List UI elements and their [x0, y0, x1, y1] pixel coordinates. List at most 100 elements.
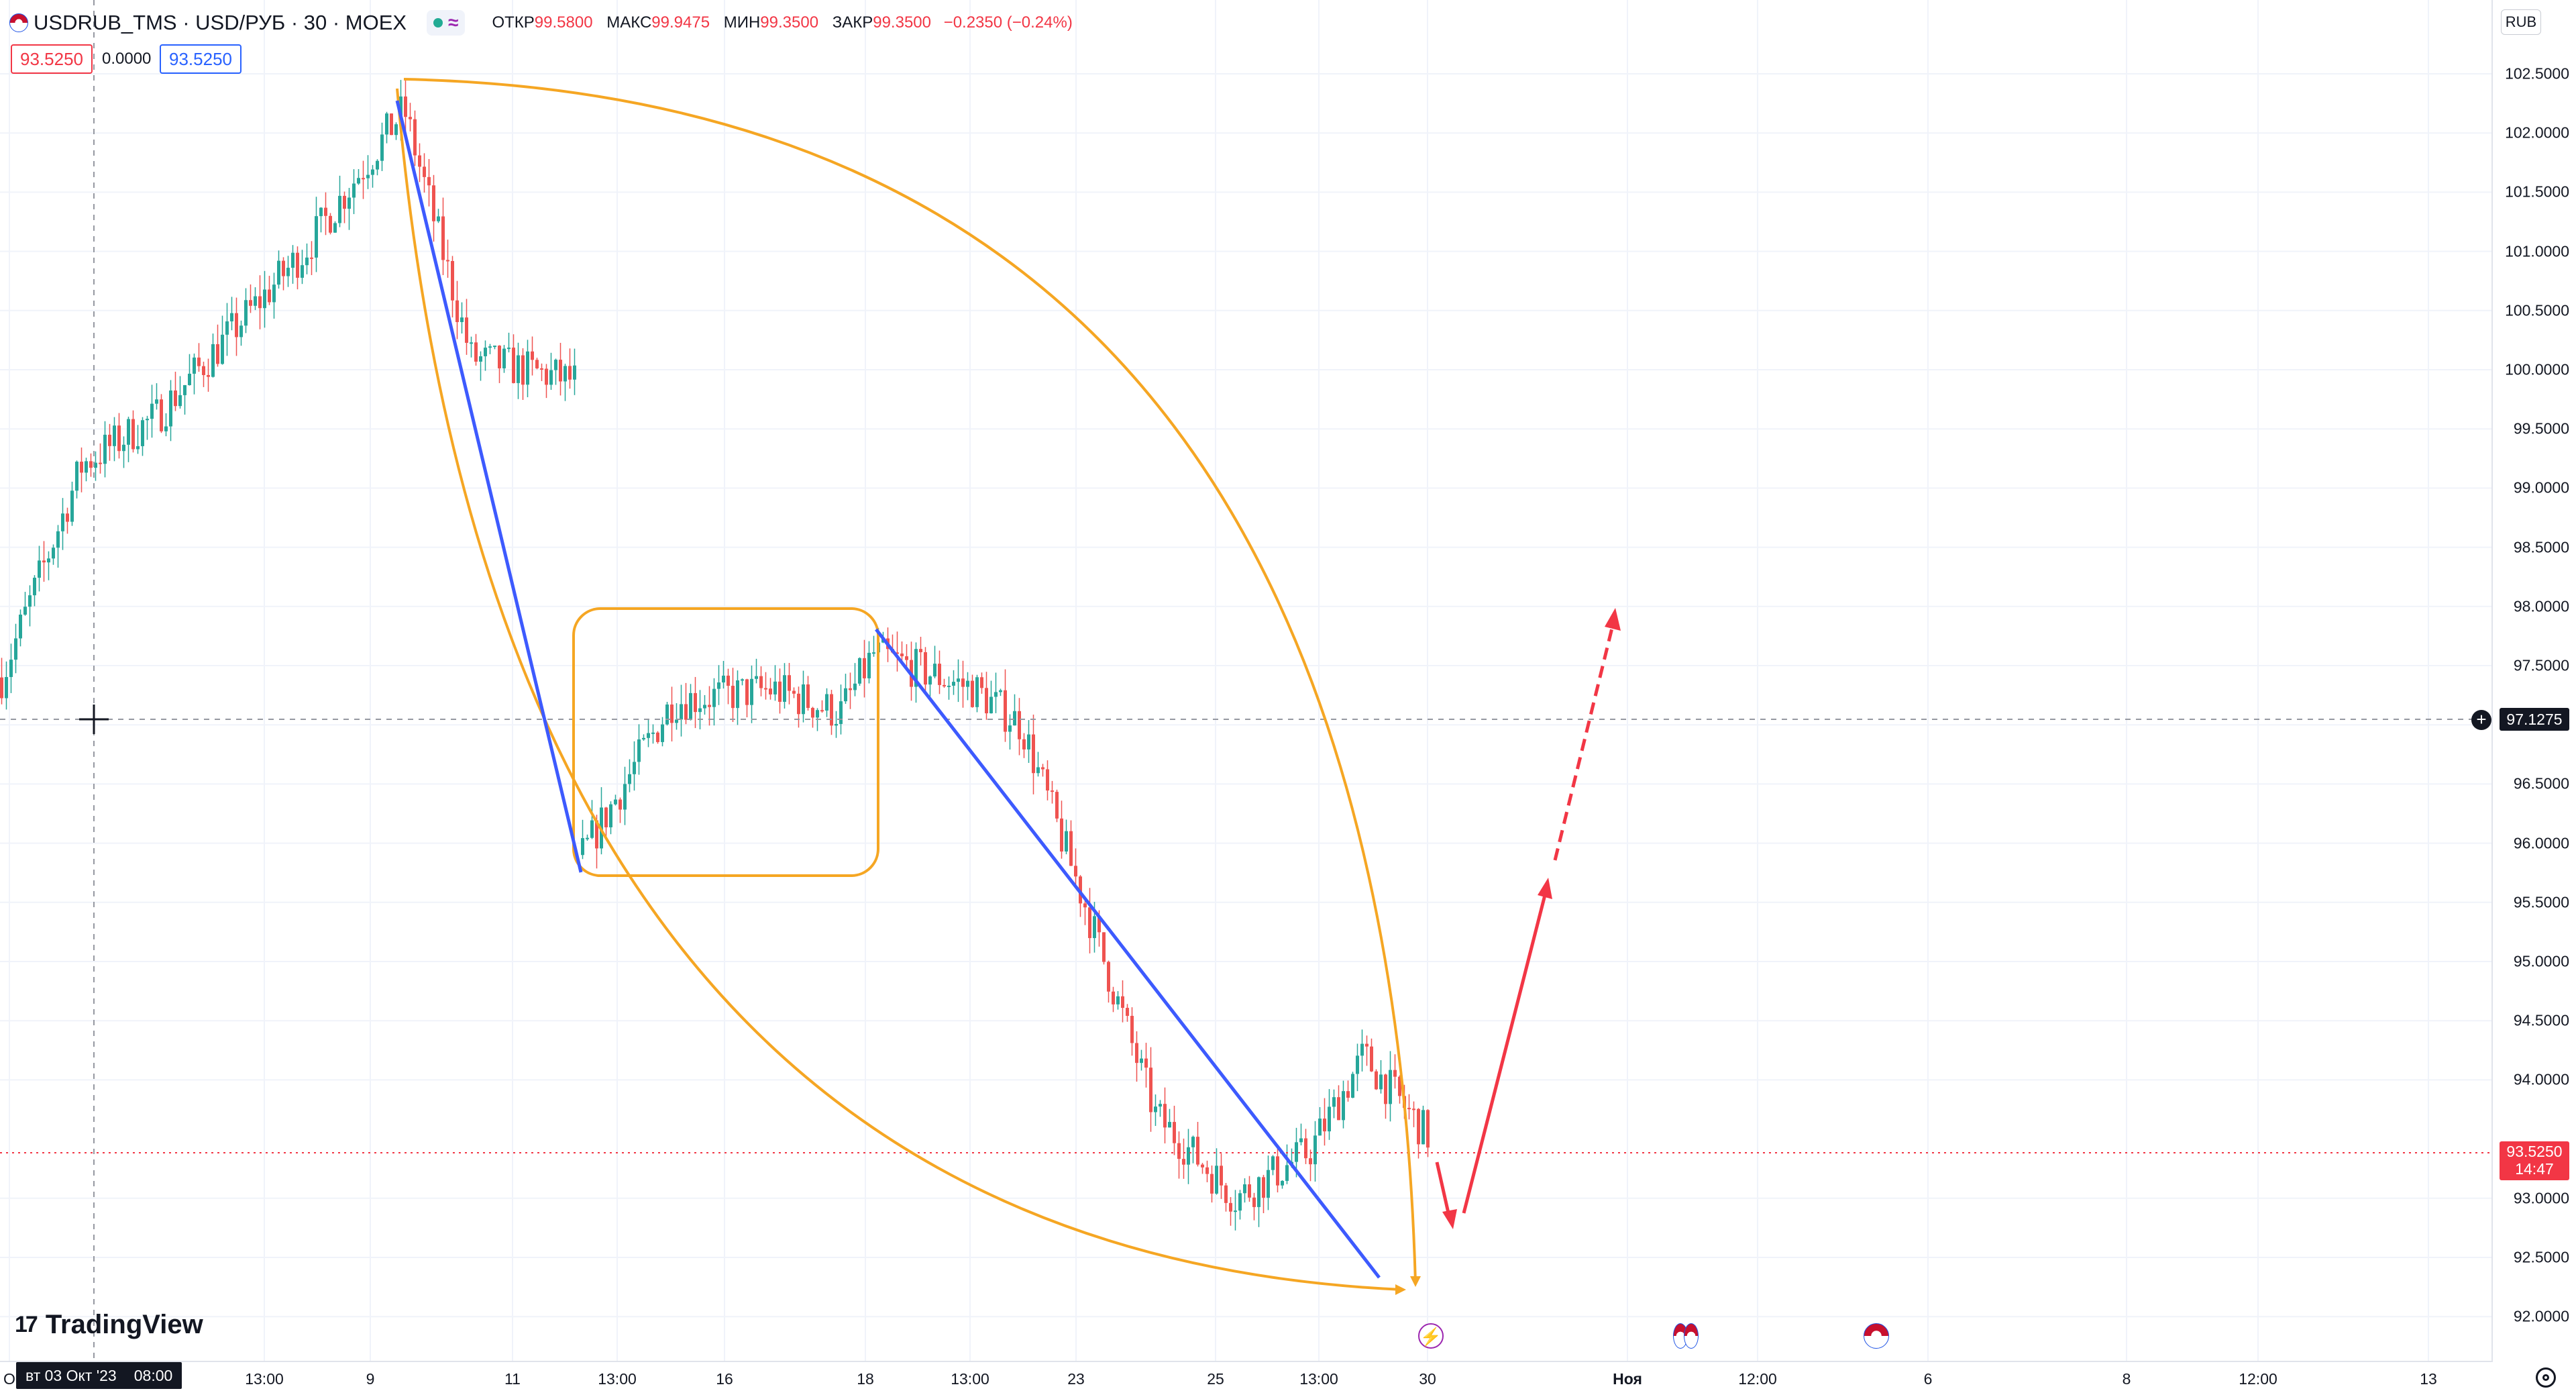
candle-body — [33, 578, 36, 596]
candle-body — [1313, 1135, 1317, 1165]
us-flag-icon — [1864, 1323, 1889, 1349]
candle-body — [549, 370, 553, 385]
time-axis-label: 16 — [716, 1370, 733, 1388]
add-alert-plus-icon[interactable]: + — [2471, 710, 2491, 730]
candle-body — [52, 548, 55, 559]
candle-body — [282, 260, 285, 276]
candle-body — [825, 694, 828, 711]
time-axis-label: 12:00 — [1738, 1370, 1777, 1388]
candle-body — [277, 260, 280, 285]
candle-body — [708, 705, 711, 707]
price-axis[interactable]: RUB 102.5000 102.0000 101.5000 101.0000 100.… — [2491, 0, 2576, 1361]
candle-body — [717, 682, 720, 689]
economic-event-flags[interactable] — [1673, 1323, 1699, 1349]
candle-body — [1102, 932, 1106, 962]
candle-body — [390, 113, 393, 136]
candle-body — [642, 737, 645, 739]
candle-body — [347, 197, 351, 209]
candle-body — [385, 113, 388, 135]
candle-body — [1004, 690, 1007, 732]
candle-body — [1337, 1097, 1340, 1121]
candle-body — [586, 837, 589, 839]
candle-body — [127, 419, 130, 445]
candle-body — [193, 357, 196, 374]
time-axis-label: 23 — [1067, 1370, 1085, 1388]
open-label: ОТКР — [492, 13, 535, 32]
candle-body — [455, 300, 459, 323]
candle-body — [94, 462, 97, 468]
gear-icon[interactable] — [2536, 1367, 2556, 1388]
currency-button[interactable]: RUB — [2501, 9, 2541, 35]
candle-body — [609, 804, 612, 827]
time-axis-label: 30 — [1419, 1370, 1436, 1388]
candle-body — [1328, 1106, 1331, 1132]
candle-body — [75, 462, 78, 491]
candle-body — [670, 704, 674, 723]
symbol-title[interactable]: USDRUB_TMS · USD/РУБ · 30 · MOEX — [34, 11, 407, 34]
candle-body — [1243, 1184, 1246, 1194]
candle-body — [1046, 769, 1049, 791]
candle-body — [750, 678, 753, 705]
time-axis[interactable]: О 13:00 9 11 13:00 16 18 13:00 23 25 13:00 30 Ноя 12:… — [0, 1361, 2493, 1397]
time-axis-label: 13 — [2420, 1370, 2437, 1388]
candle-body — [103, 434, 107, 464]
candle-body — [647, 733, 650, 738]
economic-event-flag[interactable] — [1864, 1323, 1889, 1349]
candle-body — [559, 360, 562, 382]
us-flag-icon — [9, 13, 28, 32]
red-arrow-up-head — [1538, 878, 1552, 899]
close-label: ЗАКР — [832, 13, 873, 32]
candle-body — [470, 342, 473, 344]
candle-body — [1229, 1202, 1232, 1212]
candle-body — [474, 342, 478, 362]
candle-body — [305, 257, 309, 266]
candle-body — [272, 284, 276, 303]
candle-body — [85, 461, 88, 473]
chart-canvas[interactable] — [0, 0, 2493, 1361]
candle-body — [301, 265, 304, 278]
candle-body — [802, 684, 805, 715]
tradingview-logo[interactable]: 17 TradingView — [15, 1310, 203, 1340]
candle-body — [1187, 1147, 1190, 1165]
candle-body — [858, 658, 861, 684]
candle-body — [712, 688, 716, 707]
candle-body — [1074, 866, 1077, 877]
candle-body — [778, 681, 782, 702]
candle-body — [507, 348, 511, 350]
time-axis-label: 11 — [504, 1370, 521, 1388]
orange-outer-arc — [403, 78, 1417, 1284]
market-status[interactable]: ≈ — [427, 10, 466, 36]
lightning-icon[interactable]: ⚡ — [1418, 1323, 1444, 1349]
candle-body — [38, 560, 41, 578]
time-axis-label: 13:00 — [951, 1370, 989, 1388]
candle-body — [863, 658, 866, 678]
buy-price-button[interactable]: 93.5250 — [160, 44, 241, 74]
candle-body — [1008, 725, 1012, 732]
candle-body — [1022, 739, 1026, 749]
wave-icon: ≈ — [448, 12, 459, 33]
candle-body — [938, 664, 941, 685]
candle-body — [1121, 996, 1124, 1008]
candle-body — [820, 710, 824, 712]
candle-body — [155, 399, 158, 404]
candle-body — [745, 679, 749, 705]
candle-body — [70, 490, 74, 522]
candle-body — [867, 652, 871, 678]
candle-body — [1065, 831, 1068, 852]
candle-body — [80, 462, 83, 473]
candle-body — [479, 356, 482, 362]
candle-body — [830, 694, 833, 726]
orange-arc-arrowhead-2 — [1410, 1276, 1421, 1287]
candle-body — [108, 434, 111, 446]
candle-body — [1220, 1166, 1223, 1186]
candle-body — [1417, 1108, 1420, 1145]
candle-body — [628, 774, 631, 784]
candle-body — [1393, 1070, 1397, 1077]
price-axis-label: 94.0000 — [2513, 1070, 2569, 1088]
sell-price-button[interactable]: 93.5250 — [11, 44, 93, 74]
price-axis-label: 92.5000 — [2513, 1248, 2569, 1266]
candle-body — [493, 346, 496, 348]
time-axis-label: 8 — [2122, 1370, 2131, 1388]
candle-body — [207, 374, 210, 377]
candle-body — [517, 355, 520, 383]
